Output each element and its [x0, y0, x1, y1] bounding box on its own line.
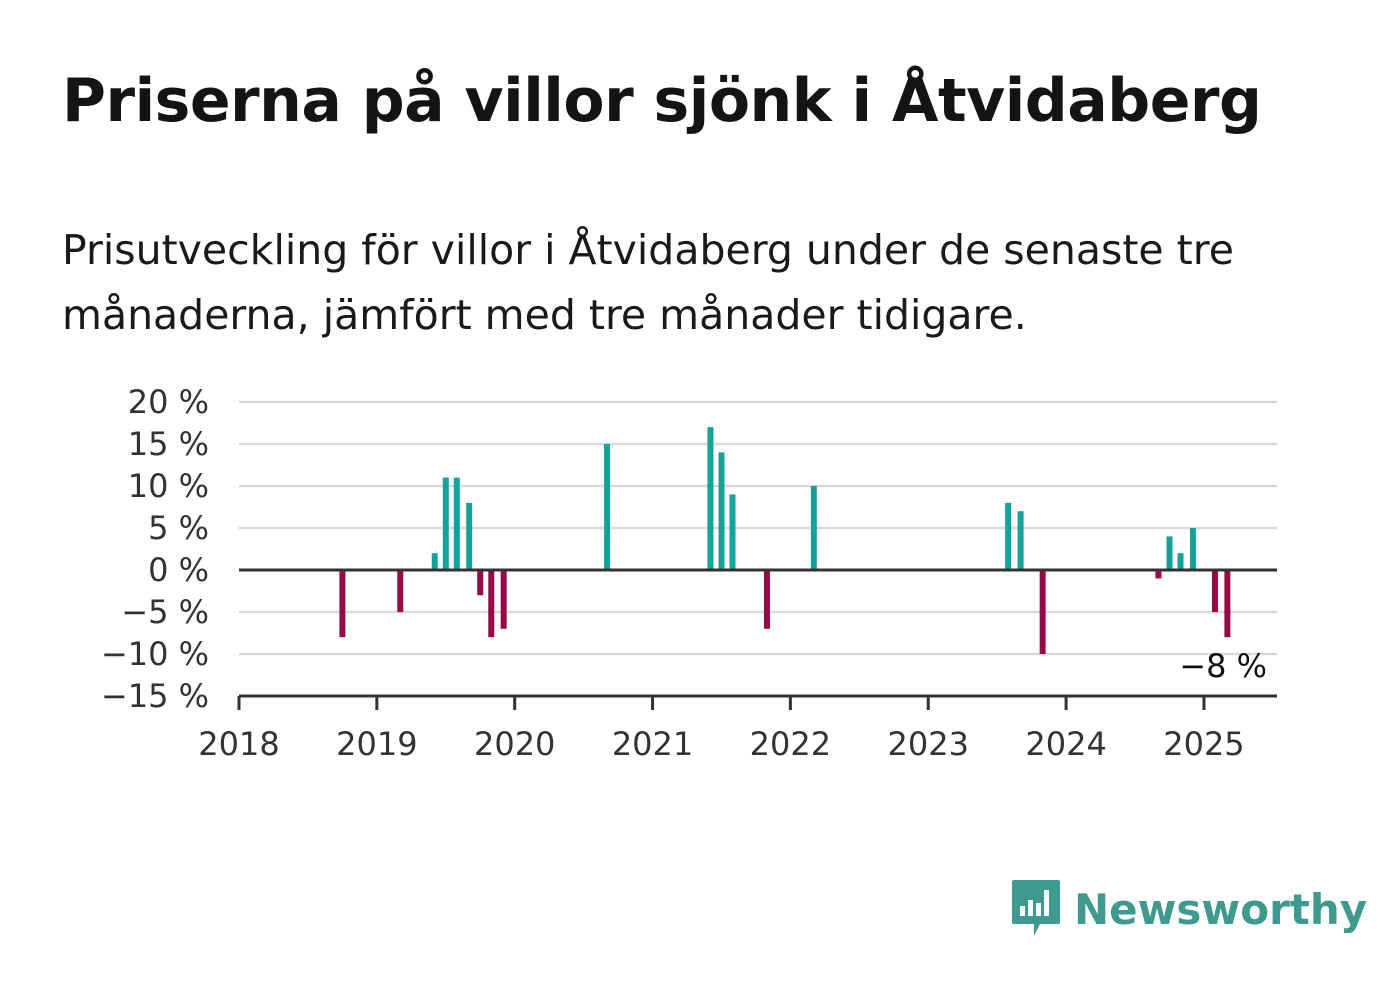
- bar: [763, 570, 770, 629]
- bar: [488, 570, 495, 638]
- bar: [1224, 570, 1231, 638]
- y-tick-label: 0 %: [148, 551, 209, 589]
- grid-lines: [239, 400, 1277, 656]
- x-tick-label: 2022: [750, 725, 831, 763]
- y-tick-label: 10 %: [128, 467, 209, 505]
- brand-logo: Newsworthy: [1010, 878, 1367, 940]
- bar: [1017, 511, 1024, 570]
- bar: [1166, 536, 1173, 570]
- bar: [500, 570, 507, 629]
- bar: [1005, 502, 1012, 570]
- x-tick-label: 2018: [198, 725, 279, 763]
- bar: [442, 477, 449, 570]
- y-tick-label: −5 %: [121, 593, 209, 631]
- y-tick-labels: −15 % −10 % −5 % 0 % 5 % 10 % 15 % 20 %: [101, 383, 209, 715]
- bar: [1177, 553, 1184, 570]
- bar: [1155, 570, 1162, 579]
- bar: [718, 452, 725, 570]
- bar: [707, 427, 714, 570]
- bar: [453, 477, 460, 570]
- bar: [729, 494, 736, 570]
- last-value-annotation: −8 %: [1179, 647, 1267, 685]
- x-tick-label: 2025: [1163, 725, 1244, 763]
- x-tick-label: 2020: [474, 725, 555, 763]
- bar: [1211, 570, 1218, 612]
- x-tick-labels: 2018 2019 2020 2021 2022 2023 2024 2025: [198, 725, 1244, 763]
- bar: [1189, 528, 1196, 570]
- bar: [810, 486, 817, 570]
- brand-name: Newsworthy: [1074, 884, 1368, 934]
- y-tick-label: 5 %: [148, 509, 209, 547]
- x-tick-label: 2019: [336, 725, 417, 763]
- y-tick-label: 20 %: [128, 383, 209, 421]
- bar: [604, 444, 611, 570]
- y-tick-label: −15 %: [101, 677, 209, 715]
- y-tick-label: −10 %: [101, 635, 209, 673]
- x-tick-label: 2024: [1025, 725, 1106, 763]
- bar: [397, 570, 404, 612]
- bar: [1039, 570, 1046, 654]
- bar: [339, 570, 346, 638]
- chart-title: Priserna på villor sjönk i Åtvidaberg: [62, 66, 1262, 136]
- bar: [466, 502, 473, 570]
- bars: [339, 427, 1231, 654]
- x-tick-label: 2023: [888, 725, 969, 763]
- newsworthy-logo-icon: [1012, 880, 1060, 936]
- y-tick-label: 15 %: [128, 425, 209, 463]
- x-tick-label: 2021: [612, 725, 693, 763]
- axes: [237, 568, 1277, 710]
- bar: [477, 570, 484, 596]
- bar: [431, 553, 438, 570]
- chart-subtitle: Prisutveckling för villor i Åtvidaberg u…: [62, 226, 1234, 339]
